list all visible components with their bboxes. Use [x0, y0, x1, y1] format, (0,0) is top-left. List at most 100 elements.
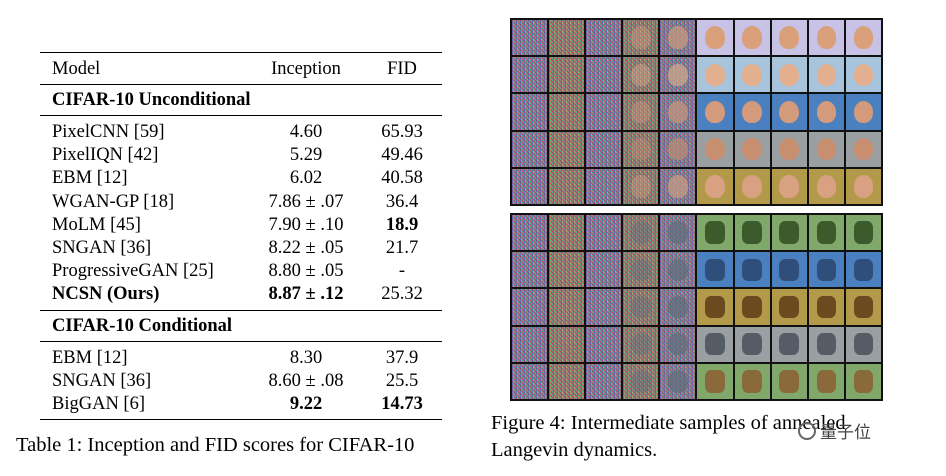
sample-tile [845, 326, 881, 362]
sample-tile [512, 363, 548, 399]
sample-subject [779, 332, 800, 356]
cell-model: PixelCNN [59] [52, 122, 165, 142]
sample-subject [742, 295, 762, 319]
sample-subject [705, 175, 725, 198]
sample-tile [845, 215, 881, 251]
sample-subject [631, 258, 651, 282]
sample-tile [660, 94, 696, 130]
sample-subject [853, 370, 874, 393]
sample-subject [853, 258, 874, 282]
sample-tile [549, 57, 585, 93]
sample-tile [697, 326, 733, 362]
cell-fid: 49.46 [381, 145, 423, 166]
header-rule [40, 84, 442, 85]
sample-tile [512, 94, 548, 130]
section-conditional-rows: EBM [12] 8.30 37.9 SNGAN [36] 8.60 ± .08 25.5… [40, 342, 442, 420]
header-inception: Inception [271, 59, 341, 79]
cell-model: MoLM [45] [52, 214, 141, 235]
sample-subject [631, 370, 651, 393]
sample-subject [742, 63, 762, 87]
sample-tile [808, 363, 844, 399]
sample-subject [668, 137, 688, 161]
sample-subject [853, 295, 874, 319]
sample-tile [512, 215, 548, 251]
cell-inception: 6.02 [289, 168, 323, 189]
cell-fid: - [398, 261, 406, 282]
sample-tile [845, 289, 881, 325]
sample-subject [668, 332, 688, 356]
sample-tile [660, 57, 696, 93]
sample-subject [816, 295, 837, 319]
sample-tile [771, 57, 807, 93]
table-row: NCSN (Ours) 8.87 ± .12 25.32 [40, 283, 442, 306]
sample-tile [512, 131, 548, 167]
cell-model: PixelIQN [42] [52, 145, 159, 166]
sample-tile [697, 363, 733, 399]
sample-tile [586, 252, 622, 288]
sample-tile [734, 20, 770, 56]
section-title: CIFAR-10 Unconditional [52, 90, 251, 110]
sample-tile [771, 168, 807, 204]
sample-tile [660, 326, 696, 362]
sample-tile [549, 20, 585, 56]
cell-model: EBM [12] [52, 347, 128, 368]
bottom-rule [40, 419, 442, 421]
sample-tile [623, 94, 659, 130]
sample-subject [816, 26, 837, 49]
sample-subject [779, 258, 800, 282]
sample-subject [668, 26, 688, 49]
sample-subject [816, 221, 837, 244]
sample-tile [808, 57, 844, 93]
sample-tile [808, 252, 844, 288]
cell-inception: 8.87 ± .12 [268, 284, 344, 305]
sample-tile [845, 252, 881, 288]
cell-fid: 37.9 [385, 347, 419, 368]
section-rule [40, 115, 442, 116]
cell-model: SNGAN [36] [52, 370, 152, 391]
table-row: SNGAN [36] 8.22 ± .05 21.7 [40, 237, 442, 260]
sample-tile [771, 215, 807, 251]
sample-subject [816, 137, 837, 161]
sample-subject [779, 137, 800, 161]
sample-tile [808, 20, 844, 56]
sample-tile [771, 94, 807, 130]
table-row: PixelIQN [42] 5.29 49.46 [40, 144, 442, 167]
sample-tile [734, 326, 770, 362]
sample-subject [631, 137, 651, 161]
sample-tile [660, 20, 696, 56]
sample-tile [549, 326, 585, 362]
sample-tile [697, 57, 733, 93]
sample-subject [779, 175, 800, 198]
sample-tile [586, 363, 622, 399]
sample-tile [734, 168, 770, 204]
sample-subject [779, 26, 800, 49]
sample-tile [771, 289, 807, 325]
sample-tile [623, 57, 659, 93]
cell-fid: 25.5 [385, 370, 419, 391]
section-rule [40, 340, 442, 342]
table-row: PixelCNN [59] 4.60 65.93 [40, 121, 442, 144]
sample-tile [586, 326, 622, 362]
sample-tile [734, 57, 770, 93]
cell-model: BigGAN [6] [52, 393, 146, 414]
sample-tile [549, 131, 585, 167]
sample-subject [668, 100, 688, 124]
sample-tile [660, 363, 696, 399]
watermark: 量子位 [798, 418, 871, 443]
table-row: MoLM [45] 7.90 ± .10 18.9 [40, 214, 442, 237]
sample-subject [631, 175, 651, 198]
faces-sample-grid [510, 18, 883, 206]
sample-tile [623, 215, 659, 251]
sample-subject [631, 295, 651, 319]
sample-tile [623, 289, 659, 325]
sample-tile [512, 326, 548, 362]
sample-tile [623, 326, 659, 362]
sample-tile [697, 168, 733, 204]
sample-tile [697, 252, 733, 288]
sample-tile [512, 252, 548, 288]
sample-tile [697, 215, 733, 251]
sample-subject [705, 221, 725, 244]
sample-subject [816, 332, 837, 356]
sample-tile [623, 252, 659, 288]
cell-fid: 25.32 [381, 284, 423, 305]
